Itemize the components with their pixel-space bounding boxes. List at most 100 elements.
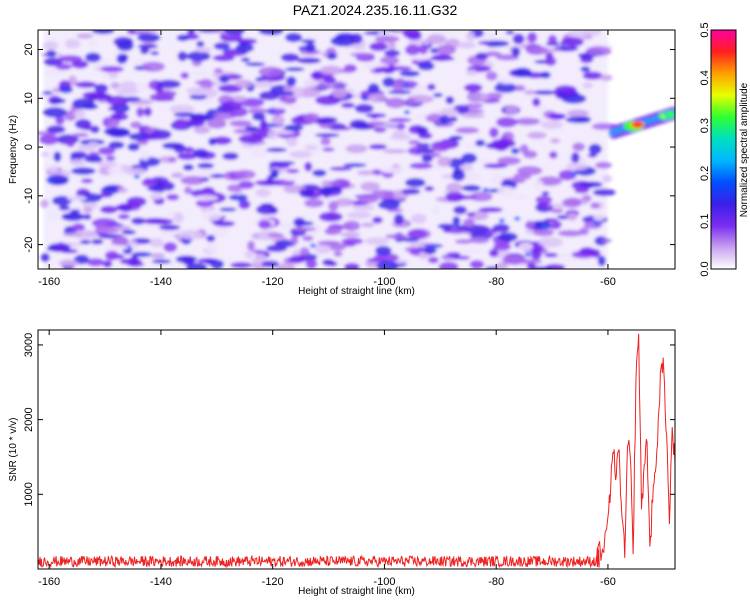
heatmap-cell	[448, 135, 463, 141]
heatmap-cell	[186, 30, 196, 34]
heatmap-cell	[539, 71, 551, 79]
heatmap-cell	[416, 148, 435, 154]
heatmap-cell	[129, 121, 142, 129]
heatmap-cell	[235, 43, 255, 53]
heatmap-cell	[537, 116, 548, 122]
heatmap-cell	[182, 164, 194, 171]
heatmap-signal-peak	[667, 111, 675, 118]
heatmap-cell	[83, 206, 93, 214]
heatmap-cell	[177, 51, 188, 62]
heatmap-cell	[107, 106, 119, 111]
heatmap-cell	[496, 116, 518, 128]
snr-y-tick-label: 2000	[23, 407, 35, 431]
heatmap-cell	[340, 232, 361, 237]
heatmap-cell	[484, 40, 510, 47]
heatmap-cell	[597, 255, 606, 267]
heatmap-cell	[91, 238, 104, 245]
heatmap-x-tick-label: -60	[600, 276, 616, 288]
heatmap-cell	[333, 126, 352, 131]
heatmap-cell	[193, 168, 218, 176]
heatmap-cell	[565, 116, 591, 124]
heatmap-cell	[324, 227, 342, 236]
heatmap-cell	[439, 107, 459, 118]
heatmap-cell	[437, 156, 452, 167]
heatmap-cell	[513, 67, 533, 78]
colorbar-tick-label: 0.4	[699, 70, 711, 85]
heatmap-cell	[367, 93, 387, 103]
heatmap-cell	[514, 216, 521, 221]
heatmap-cell	[417, 61, 435, 71]
heatmap-cell	[550, 138, 561, 144]
heatmap-cell	[236, 38, 258, 45]
heatmap-cell	[345, 144, 368, 154]
heatmap-cell	[533, 179, 544, 191]
heatmap-cell	[268, 109, 275, 114]
heatmap-cell	[234, 169, 256, 180]
heatmap-cell	[384, 49, 401, 57]
heatmap-cell	[80, 178, 94, 184]
heatmap-cell	[229, 119, 253, 128]
heatmap-cell	[571, 152, 580, 164]
heatmap-cell	[131, 251, 152, 258]
heatmap-cell	[258, 90, 281, 101]
heatmap-cell	[289, 104, 302, 111]
heatmap-cell	[496, 261, 509, 269]
heatmap-cell	[541, 225, 548, 230]
heatmap-cell	[367, 83, 380, 95]
heatmap-cell	[462, 218, 475, 228]
heatmap-cell	[424, 243, 444, 248]
heatmap-cell	[64, 38, 81, 49]
heatmap-cell	[514, 84, 526, 92]
heatmap-cell	[71, 59, 89, 69]
heatmap-cell	[108, 71, 119, 79]
heatmap-cell	[58, 204, 71, 211]
heatmap-cell	[537, 104, 548, 113]
heatmap-cell	[286, 168, 300, 174]
heatmap-cell	[437, 223, 456, 230]
heatmap-cell	[259, 119, 268, 131]
heatmap-cell	[118, 203, 131, 212]
chart-title: PAZ1.2024.235.16.11.G32	[292, 2, 458, 18]
heatmap-cell	[193, 125, 211, 134]
heatmap-cell	[429, 246, 436, 251]
heatmap-cell	[498, 218, 505, 223]
heatmap-cell	[140, 61, 166, 72]
snr-x-axis-label: Height of straight line (km)	[298, 586, 415, 597]
heatmap-cell	[75, 81, 97, 89]
heatmap-cell	[430, 140, 452, 151]
heatmap-cell	[318, 211, 343, 222]
snr-y-tick-label: 3000	[23, 333, 35, 357]
heatmap-cell	[385, 234, 408, 239]
heatmap-cell	[40, 151, 50, 157]
heatmap-cell	[326, 260, 338, 267]
heatmap-cell	[126, 196, 147, 207]
heatmap-cell	[511, 47, 521, 57]
snr-x-tick-label: -120	[262, 576, 284, 588]
heatmap-cell	[540, 120, 564, 130]
heatmap-cell	[280, 53, 300, 63]
heatmap-cell	[317, 240, 341, 246]
heatmap-plot	[38, 30, 675, 269]
heatmap-cell	[445, 191, 465, 203]
heatmap-cell	[504, 105, 519, 115]
heatmap-cell	[439, 114, 450, 125]
heatmap-cell	[469, 191, 493, 202]
heatmap-cell	[478, 206, 503, 213]
heatmap-cell	[492, 223, 510, 233]
heatmap-cell	[442, 226, 451, 233]
heatmap-cell	[356, 170, 375, 176]
heatmap-cell	[368, 143, 388, 150]
snr-series-line	[38, 333, 675, 569]
heatmap-cell	[66, 139, 75, 148]
heatmap-cell	[150, 51, 160, 56]
heatmap-cell	[260, 203, 274, 208]
heatmap-cell	[122, 164, 133, 174]
heatmap-x-tick-label: -100	[373, 276, 395, 288]
heatmap-cell	[117, 213, 130, 220]
heatmap-cell	[261, 260, 280, 268]
heatmap-cell	[76, 33, 94, 39]
heatmap-cell	[483, 163, 508, 169]
heatmap-cell	[46, 125, 66, 134]
heatmap-cell	[455, 126, 480, 134]
heatmap-cell	[245, 62, 266, 67]
